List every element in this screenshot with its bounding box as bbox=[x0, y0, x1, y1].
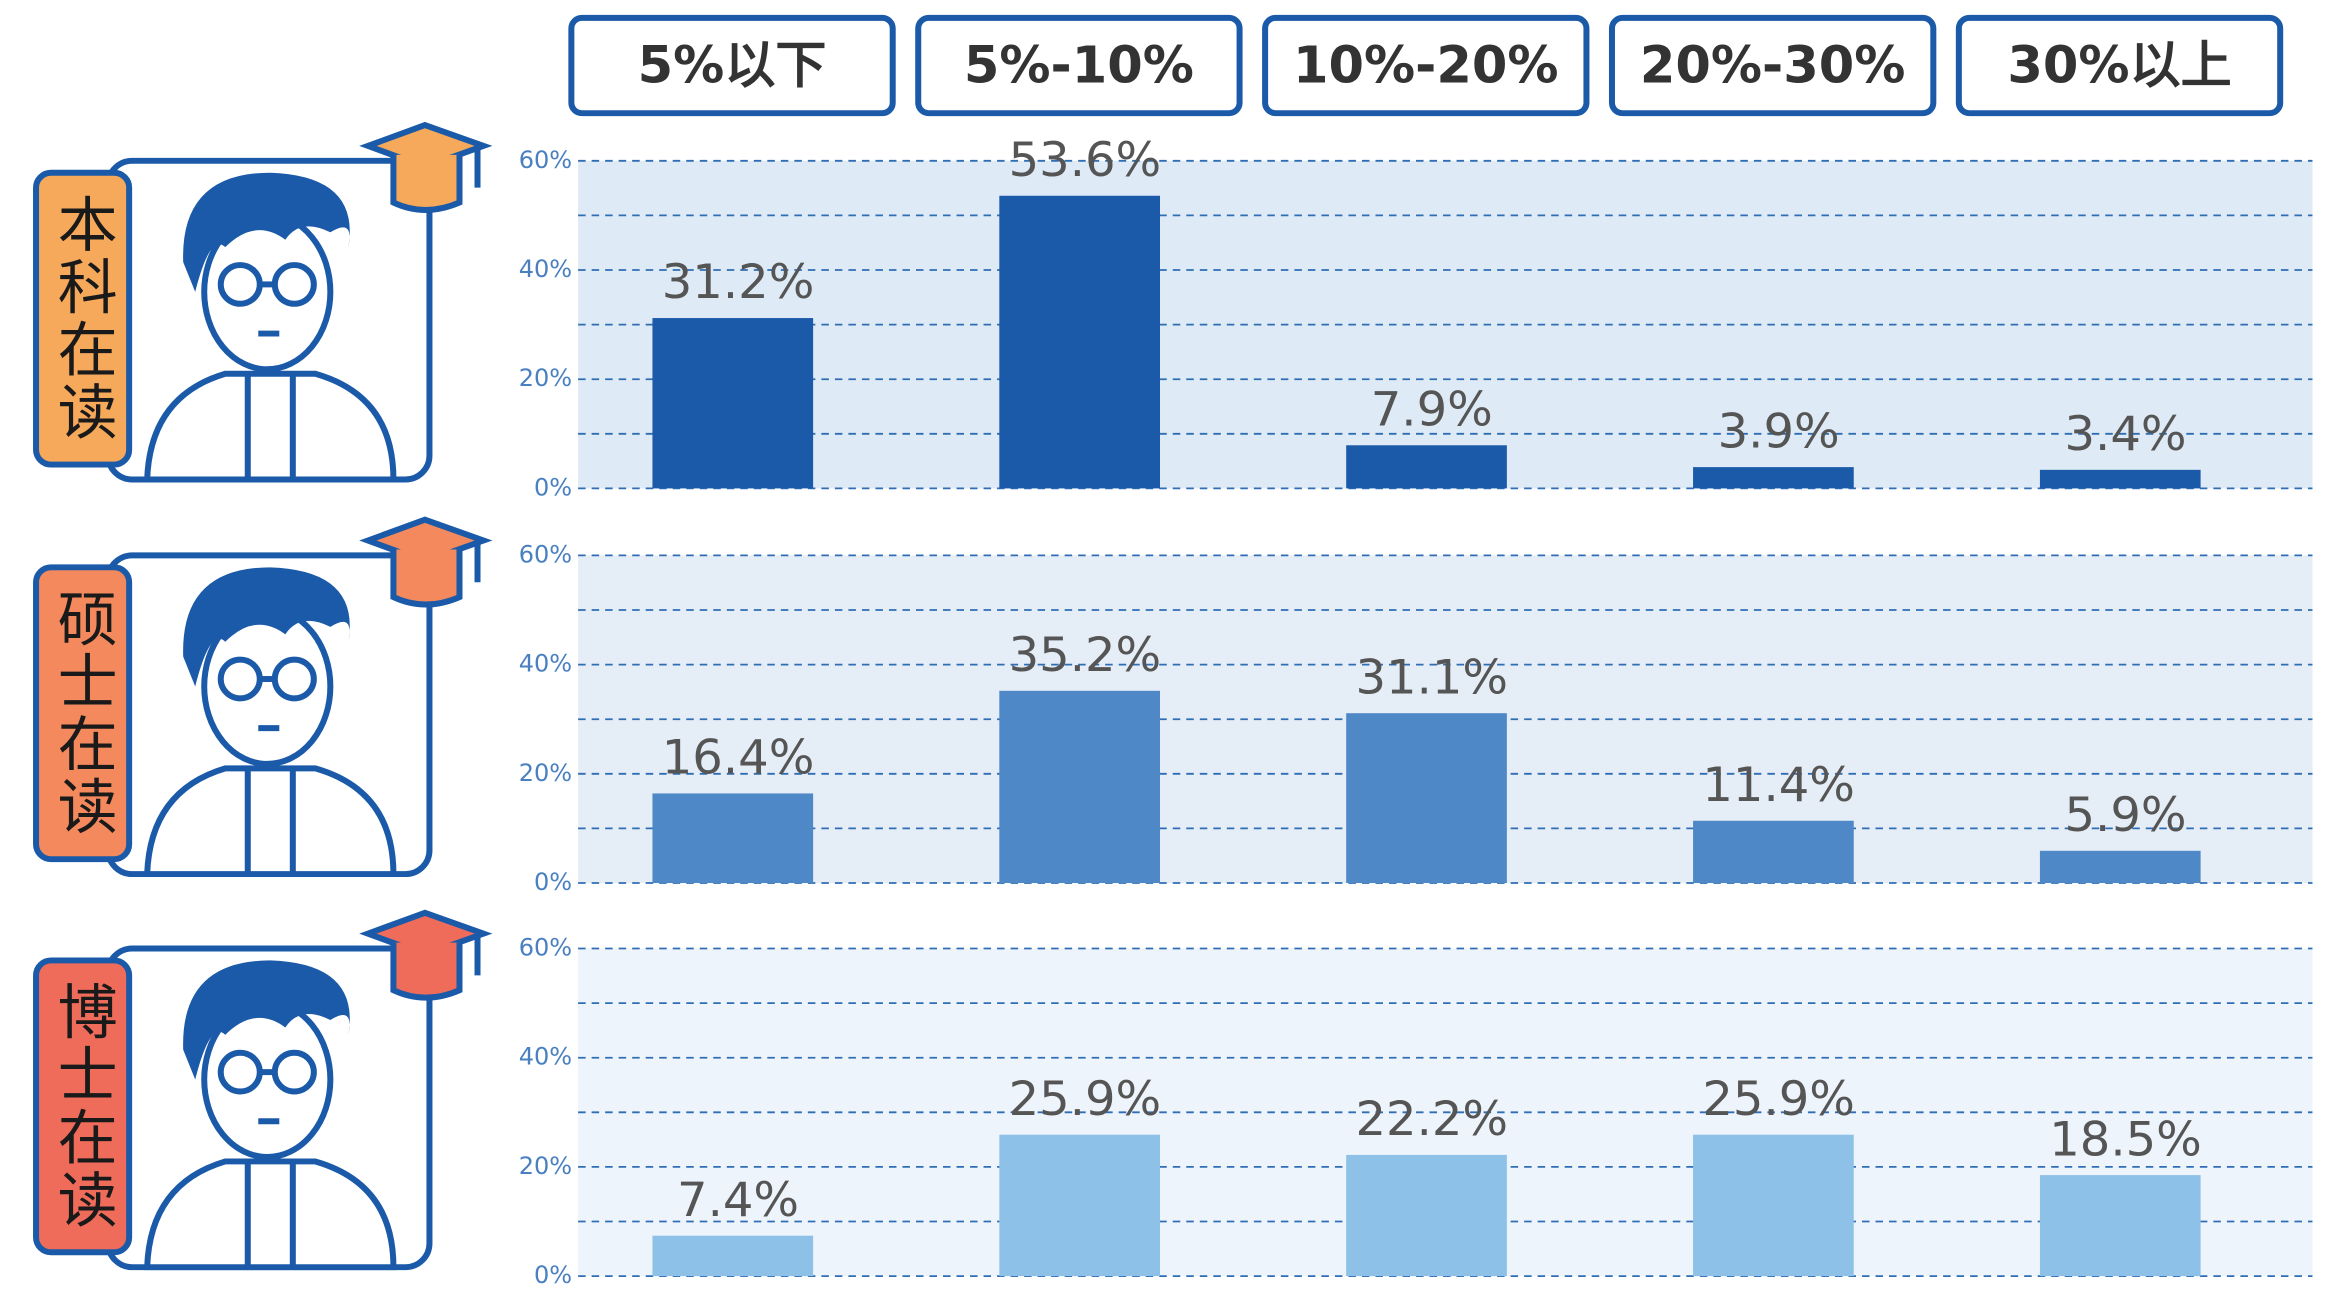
value-label: 3.9% bbox=[1718, 404, 1840, 459]
level-box bbox=[33, 564, 133, 863]
value-label: 31.1% bbox=[1355, 651, 1508, 706]
value-label: 7.4% bbox=[677, 1173, 799, 1228]
bar bbox=[1693, 467, 1854, 489]
category-label: 5%-10% bbox=[964, 36, 1194, 95]
y-tick-label: 40% bbox=[519, 1043, 572, 1071]
value-label: 5.9% bbox=[2064, 788, 2186, 843]
category-label: 5%以下 bbox=[638, 36, 827, 95]
bar bbox=[1693, 1134, 1854, 1277]
bar bbox=[652, 793, 814, 884]
bar bbox=[999, 1134, 1160, 1277]
value-label: 3.4% bbox=[2064, 407, 2186, 462]
level-label: 硕士在读 bbox=[47, 588, 117, 838]
value-label: 16.4% bbox=[662, 731, 815, 786]
bar bbox=[1693, 820, 1854, 884]
category-label: 10%-20% bbox=[1293, 36, 1559, 95]
bar bbox=[999, 690, 1160, 884]
value-label: 7.9% bbox=[1371, 383, 1493, 438]
value-label: 11.4% bbox=[1702, 758, 1855, 813]
category-label: 20%-30% bbox=[1640, 36, 1906, 95]
bar bbox=[1346, 1154, 1507, 1277]
bar bbox=[2039, 850, 2201, 884]
value-label: 18.5% bbox=[2049, 1112, 2202, 1167]
y-tick-label: 40% bbox=[519, 650, 572, 678]
category-box bbox=[915, 14, 1243, 117]
category-box bbox=[1608, 14, 1937, 117]
person-icon: 本科在读 bbox=[33, 121, 493, 480]
cap-base bbox=[390, 154, 463, 213]
level-box bbox=[33, 957, 133, 1256]
person bbox=[108, 555, 429, 874]
bar bbox=[1346, 713, 1507, 884]
value-label: 31.2% bbox=[662, 255, 815, 310]
bar bbox=[2039, 469, 2201, 489]
y-tick-label: 20% bbox=[519, 759, 572, 787]
level-label: 本科在读 bbox=[47, 194, 117, 444]
value-label: 35.2% bbox=[1009, 628, 1162, 683]
cap-base bbox=[390, 549, 463, 608]
y-tick-label: 60% bbox=[519, 146, 572, 174]
y-tick-label: 20% bbox=[519, 1152, 572, 1180]
y-tick-label: 40% bbox=[519, 255, 572, 283]
y-tick-label: 60% bbox=[519, 540, 572, 568]
y-tick-label: 0% bbox=[534, 473, 572, 501]
cap-base bbox=[390, 942, 463, 1001]
y-tick-label: 20% bbox=[519, 364, 572, 392]
category-box bbox=[1955, 14, 2284, 117]
person bbox=[108, 949, 429, 1268]
person-icon: 硕士在读 bbox=[33, 516, 493, 874]
value-label: 25.9% bbox=[1009, 1072, 1162, 1127]
y-tick-label: 60% bbox=[519, 934, 572, 962]
y-tick-label: 0% bbox=[534, 868, 572, 896]
bar bbox=[652, 1235, 814, 1277]
level-box bbox=[33, 169, 133, 468]
category-box bbox=[1262, 14, 1590, 117]
y-tick-label: 0% bbox=[534, 1261, 572, 1289]
value-label: 53.6% bbox=[1009, 133, 1162, 188]
category-label: 30%以上 bbox=[2007, 36, 2231, 95]
bar bbox=[999, 195, 1160, 489]
level-label: 博士在读 bbox=[47, 981, 117, 1231]
person-icon: 博士在读 bbox=[33, 909, 493, 1268]
bar bbox=[2039, 1175, 2201, 1277]
value-label: 25.9% bbox=[1702, 1072, 1855, 1127]
value-label: 22.2% bbox=[1355, 1092, 1508, 1147]
bar bbox=[1346, 445, 1507, 489]
category-box bbox=[568, 14, 896, 117]
person bbox=[108, 161, 429, 480]
bar bbox=[652, 318, 814, 489]
